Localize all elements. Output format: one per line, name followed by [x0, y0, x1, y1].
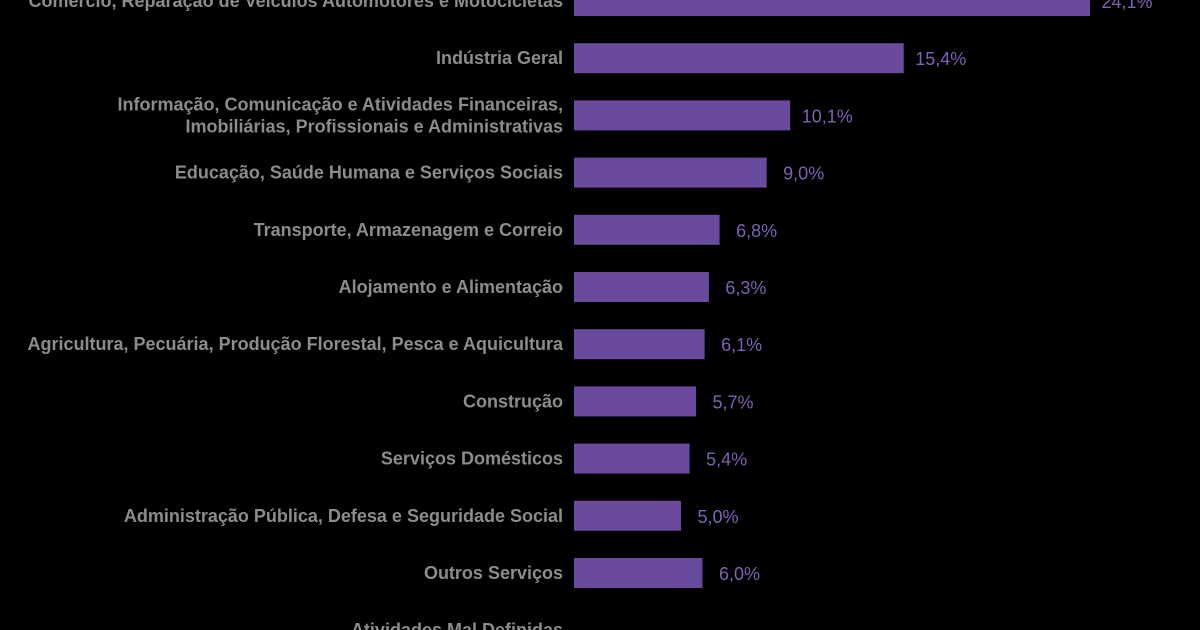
category-label-informacao-comunicacao-e-atividades-financeiras-imobiliarias-profissionais-e-administrativas-line-2: Imobiliárias, Profissionais e Administra… [186, 116, 563, 136]
bar-educacao-saude-humana-e-servicos-sociais [574, 157, 767, 188]
bar-informacao-comunicacao-e-atividades-financeiras-imobiliarias-profissionais-e-administrativas [574, 100, 791, 131]
bar-agricultura-pecuaria-producao-florestal-pesca-e-aquicultura [574, 329, 705, 360]
value-label-outros-servicos: 6,0% [719, 564, 760, 584]
category-label-servicos-domesticos: Serviços Domésticos [381, 449, 563, 469]
value-label-educacao-saude-humana-e-servicos-sociais: 9,0% [783, 164, 824, 184]
value-label-industria-geral: 15,4% [915, 49, 966, 69]
category-label-comercio-reparacao-de-veiculos-automotores-e-motocicletas: Comércio, Reparação de Veículos Automoto… [29, 0, 564, 11]
category-label-atividades-mal-definidas: Atividades Mal Definidas [351, 620, 563, 630]
bar-comercio-reparacao-de-veiculos-automotores-e-motocicletas [574, 0, 1090, 16]
category-label-educacao-saude-humana-e-servicos-sociais: Educação, Saúde Humana e Serviços Sociai… [175, 163, 563, 183]
value-label-servicos-domesticos: 5,4% [706, 450, 747, 470]
bar-industria-geral [574, 43, 904, 74]
bar-outros-servicos [574, 558, 703, 588]
category-label-agricultura-pecuaria-producao-florestal-pesca-e-aquicultura: Agricultura, Pecuária, Produção Floresta… [28, 334, 564, 354]
category-label-industria-geral: Indústria Geral [436, 48, 563, 68]
bar-servicos-domesticos [574, 443, 690, 474]
value-label-comercio-reparacao-de-veiculos-automotores-e-motocicletas: 24,1% [1101, 0, 1152, 12]
value-label-transporte-armazenagem-e-correio: 6,8% [736, 221, 777, 241]
category-label-construcao: Construção [463, 391, 563, 411]
category-label-administracao-publica-defesa-e-seguridade-social: Administração Pública, Defesa e Segurida… [124, 506, 563, 526]
bar-alojamento-e-alimentacao [574, 272, 709, 302]
value-label-alojamento-e-alimentacao: 6,3% [725, 278, 766, 298]
category-label-alojamento-e-alimentacao: Alojamento e Alimentação [339, 277, 563, 297]
bar-construcao [574, 386, 697, 417]
bar-administracao-publica-defesa-e-seguridade-social [574, 500, 682, 531]
value-label-construcao: 5,7% [713, 392, 754, 412]
value-label-administracao-publica-defesa-e-seguridade-social: 5,0% [698, 507, 739, 527]
value-label-agricultura-pecuaria-producao-florestal-pesca-e-aquicultura: 6,1% [721, 335, 762, 355]
category-label-transporte-armazenagem-e-correio: Transporte, Armazenagem e Correio [254, 220, 563, 240]
value-label-informacao-comunicacao-e-atividades-financeiras-imobiliarias-profissionais-e-administrativas: 10,1% [802, 106, 853, 126]
category-label-informacao-comunicacao-e-atividades-financeiras-imobiliarias-profissionais-e-administrativas-line-1: Informação, Comunicação e Atividades Fin… [118, 94, 563, 114]
bar-transporte-armazenagem-e-correio [574, 214, 720, 245]
category-label-outros-servicos: Outros Serviços [424, 563, 563, 583]
